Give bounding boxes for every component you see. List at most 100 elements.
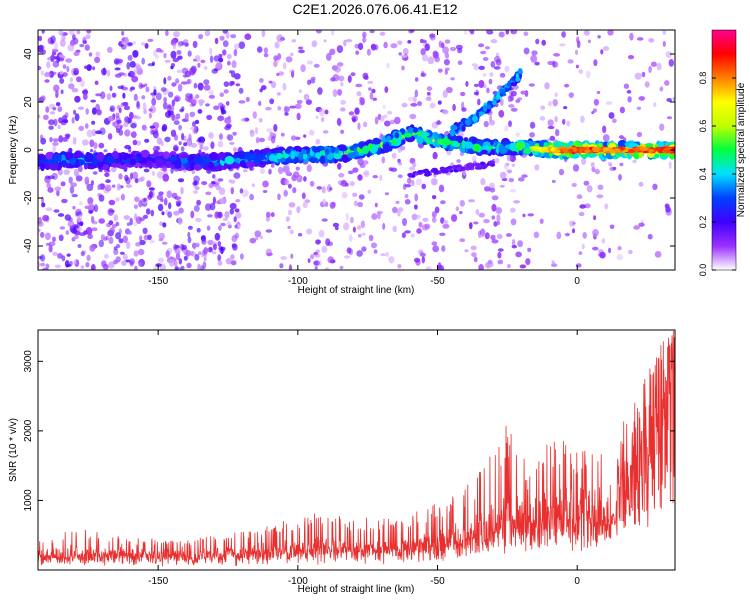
x-tick-label: -100 <box>288 576 308 587</box>
noise-speck <box>229 141 235 145</box>
noise-speck <box>184 112 189 121</box>
noise-speck <box>350 216 354 224</box>
noise-speck <box>439 232 446 236</box>
noise-speck <box>193 175 200 183</box>
noise-speck <box>145 86 150 93</box>
colorbar-tick-label: 0.2 <box>698 216 708 229</box>
noise-speck <box>505 233 512 237</box>
noise-speck <box>67 44 75 52</box>
noise-speck <box>434 56 440 63</box>
noise-speck <box>362 35 366 44</box>
noise-speck <box>118 129 124 136</box>
noise-speck <box>355 50 360 55</box>
noise-speck <box>321 186 326 194</box>
noise-speck <box>383 41 388 49</box>
noise-speck <box>385 251 389 257</box>
noise-speck <box>498 110 505 118</box>
noise-speck <box>75 211 83 217</box>
noise-speck <box>343 39 347 47</box>
noise-speck <box>50 54 55 63</box>
noise-speck <box>174 96 179 102</box>
noise-speck <box>554 92 558 98</box>
noise-speck <box>372 175 379 179</box>
noise-speck <box>66 65 70 73</box>
noise-speck <box>96 109 102 116</box>
noise-speck <box>174 260 178 267</box>
noise-speck <box>429 102 436 109</box>
noise-speck <box>641 71 646 78</box>
noise-speck <box>181 81 188 85</box>
noise-speck <box>562 118 566 125</box>
noise-speck <box>184 42 189 47</box>
noise-speck <box>366 48 371 56</box>
noise-speck <box>504 125 509 132</box>
noise-speck <box>289 105 297 109</box>
x-tick-label: -150 <box>148 276 168 287</box>
noise-speck <box>76 76 82 83</box>
noise-speck <box>138 200 143 208</box>
branch-blob <box>456 167 461 171</box>
spectrogram-upper-branch <box>449 68 523 137</box>
band-core <box>579 148 583 153</box>
noise-speck <box>593 98 600 106</box>
noise-speck <box>490 234 496 240</box>
noise-speck <box>209 55 214 63</box>
noise-speck <box>109 227 115 234</box>
noise-speck <box>374 116 379 125</box>
noise-speck <box>162 101 168 110</box>
noise-speck <box>389 119 395 125</box>
chart-title: C2E1.2026.076.06.41.E12 <box>292 1 457 17</box>
band-blob <box>96 151 105 161</box>
branch-blob <box>424 168 429 173</box>
noise-speck <box>149 239 155 244</box>
noise-speck <box>266 128 273 133</box>
noise-speck <box>233 73 241 80</box>
noise-speck <box>75 175 83 182</box>
noise-speck <box>343 222 350 231</box>
noise-speck <box>442 223 450 229</box>
noise-speck <box>81 139 89 146</box>
noise-speck <box>62 64 67 69</box>
noise-speck <box>452 103 456 112</box>
band-blob <box>386 135 392 141</box>
noise-speck <box>357 157 364 166</box>
noise-speck <box>397 40 403 45</box>
band-blob <box>290 150 296 160</box>
noise-speck <box>261 85 267 91</box>
noise-speck <box>638 222 645 227</box>
band-blob <box>392 139 398 145</box>
noise-speck <box>327 256 335 264</box>
noise-speck <box>58 135 64 143</box>
noise-speck <box>437 265 444 270</box>
noise-speck <box>164 136 171 143</box>
band-blob <box>84 163 89 170</box>
noise-speck <box>419 252 426 257</box>
noise-speck <box>133 204 138 209</box>
noise-speck <box>398 207 404 213</box>
noise-speck <box>413 257 421 263</box>
noise-speck <box>340 180 348 187</box>
noise-speck <box>51 51 57 56</box>
noise-speck <box>225 101 230 106</box>
noise-speck <box>124 36 129 45</box>
noise-speck <box>627 55 635 60</box>
noise-speck <box>295 166 300 171</box>
spectrogram-axes: -150 -100 -50 0 -40 -20 0 20 40 <box>23 30 675 287</box>
noise-speck <box>410 233 415 238</box>
noise-speck <box>523 31 529 37</box>
noise-speck <box>478 43 485 48</box>
noise-speck <box>450 46 457 52</box>
noise-speck <box>420 72 427 78</box>
noise-speck <box>91 120 96 125</box>
noise-speck <box>450 77 455 81</box>
noise-speck <box>57 253 63 259</box>
noise-speck <box>204 30 211 37</box>
noise-speck <box>181 67 189 75</box>
branch-blob <box>496 92 500 98</box>
noise-speck <box>176 50 182 55</box>
noise-speck <box>218 102 224 108</box>
noise-speck <box>234 208 240 213</box>
noise-speck <box>315 115 319 119</box>
noise-speck <box>108 261 115 269</box>
noise-speck <box>510 218 517 226</box>
